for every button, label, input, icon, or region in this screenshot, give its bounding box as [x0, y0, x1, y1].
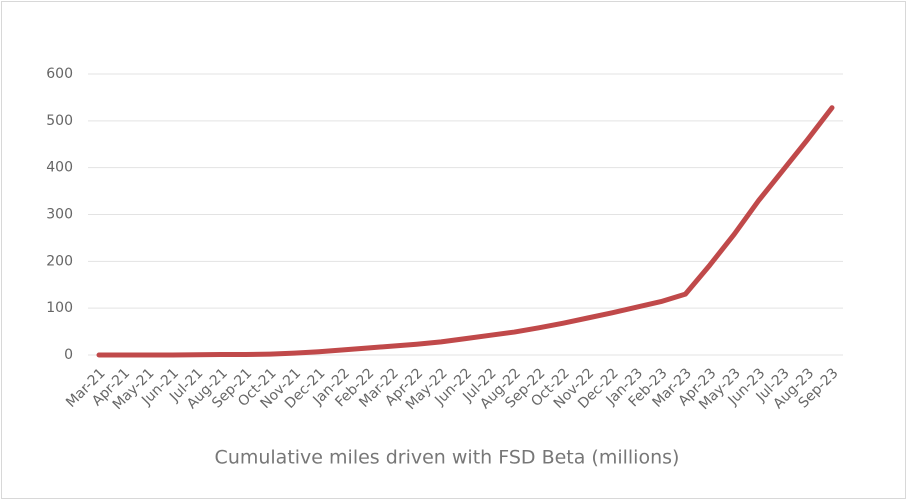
y-tick-label: 300 — [46, 207, 73, 223]
chart-title: Cumulative miles driven with FSD Beta (m… — [215, 447, 680, 469]
y-tick-label: 600 — [46, 66, 73, 82]
y-tick-label: 100 — [46, 300, 73, 316]
y-tick-label: 500 — [46, 113, 73, 129]
y-tick-label: 200 — [46, 253, 73, 269]
y-tick-label: 400 — [46, 160, 73, 176]
y-tick-label: 0 — [64, 347, 73, 363]
data-line — [96, 105, 835, 358]
